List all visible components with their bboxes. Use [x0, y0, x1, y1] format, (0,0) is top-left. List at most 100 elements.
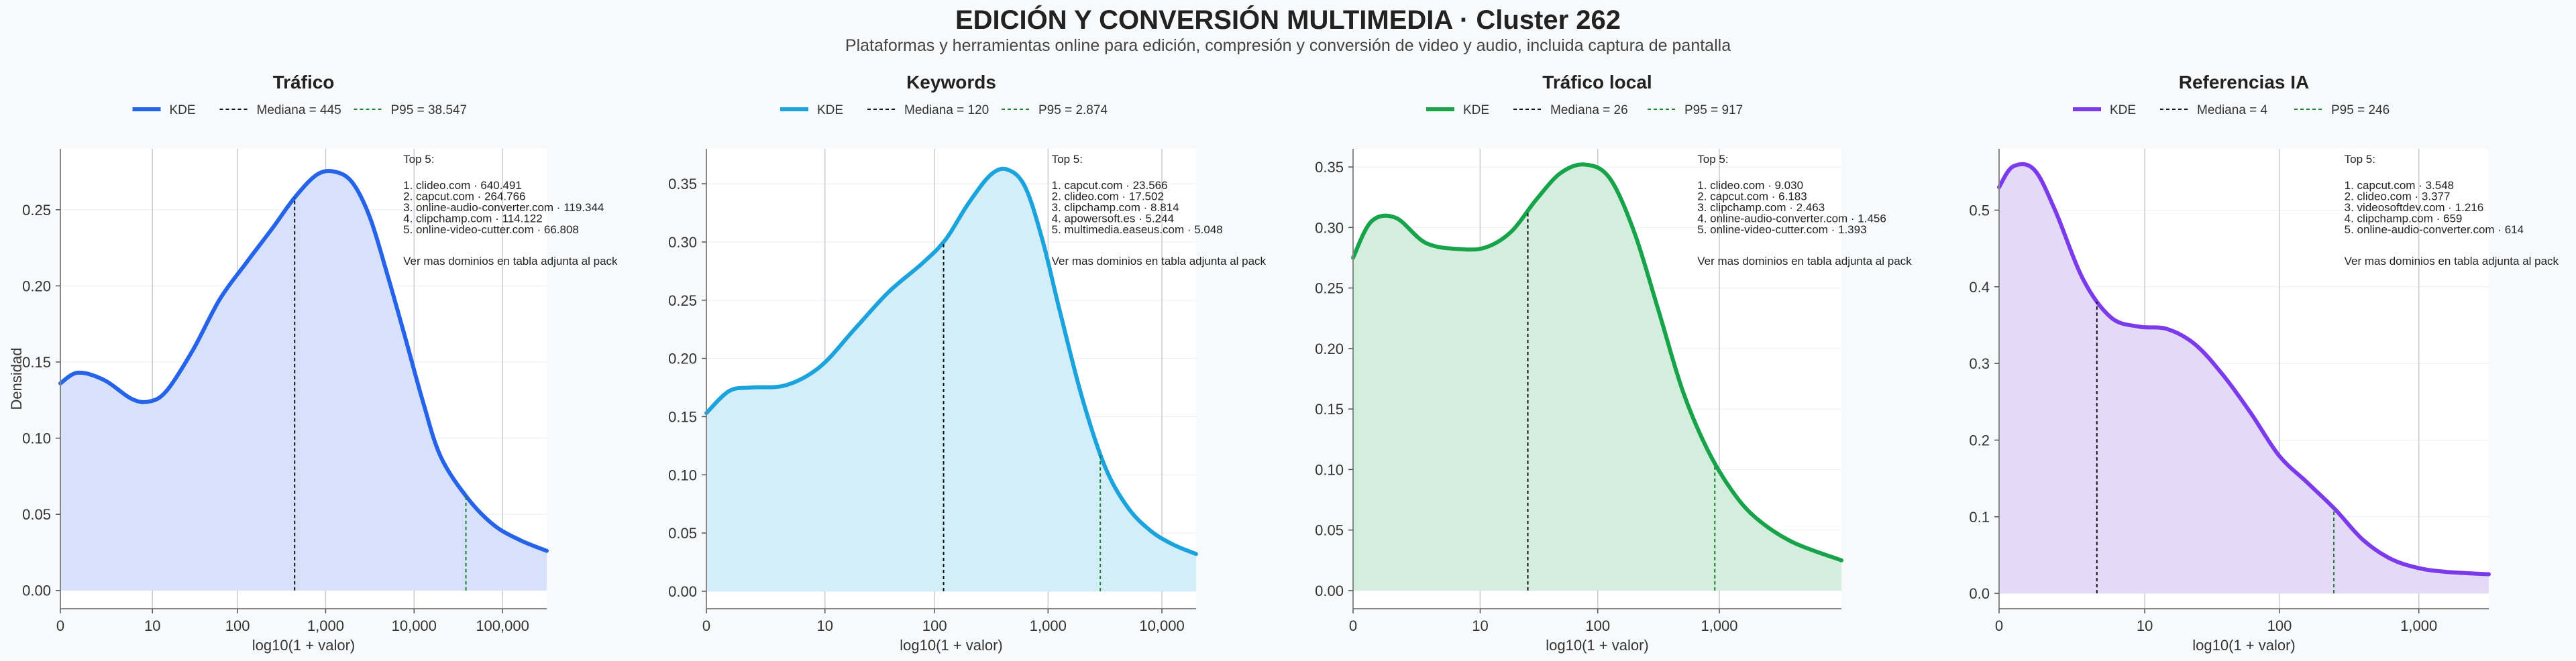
figure-title: EDICIÓN Y CONVERSIÓN MULTIMEDIA · Cluste… — [955, 5, 1621, 35]
legend-median-label: Mediana = 4 — [2197, 103, 2268, 117]
top5-item: 1. capcut.com · 3.548 — [2345, 179, 2454, 192]
top5-heading: Top 5: — [1052, 153, 1083, 166]
subplot-title: Tráfico — [273, 72, 335, 93]
x-tick-label: 10 — [2137, 617, 2153, 634]
top5-item: 2. capcut.com · 264.766 — [403, 190, 525, 203]
x-tick-label: 1,000 — [307, 617, 344, 634]
legend: KDE Mediana = 445 P95 = 38.547 — [132, 103, 468, 117]
x-tick-label: 1,000 — [1030, 617, 1067, 634]
subplot-title: Keywords — [906, 72, 996, 93]
top5-item: 4. apowersoft.es · 5.244 — [1052, 213, 1174, 225]
kde-fill — [706, 168, 1196, 591]
x-axis-label: log10(1 + valor) — [1546, 637, 1648, 654]
kde-fill — [1353, 164, 1841, 591]
x-tick-label: 10 — [144, 617, 160, 634]
top5-heading: Top 5: — [1697, 153, 1728, 166]
top5-item: 5. online-video-cutter.com · 66.808 — [403, 223, 579, 236]
legend-kde-label: KDE — [1463, 103, 1489, 117]
x-tick-label: 0 — [702, 617, 710, 634]
y-tick-label: 0.25 — [668, 292, 697, 309]
x-tick-label: 100 — [2267, 617, 2292, 634]
top5-item: 5. online-video-cutter.com · 1.393 — [1697, 223, 1866, 236]
y-tick-label: 0.3 — [1969, 355, 1990, 372]
kde-curve — [1351, 162, 1843, 562]
legend-p95-label: P95 = 38.547 — [391, 103, 468, 117]
legend-kde-label: KDE — [170, 103, 196, 117]
x-tick-label: 100 — [1585, 617, 1610, 634]
x-tick-label: 1,000 — [1701, 617, 1737, 634]
top5-heading: Top 5: — [2345, 153, 2375, 166]
kde-fill — [1999, 164, 2489, 594]
x-axis-label: log10(1 + valor) — [900, 637, 1002, 654]
y-tick-label: 0.35 — [668, 176, 697, 192]
x-tick-label: 10,000 — [1139, 617, 1184, 634]
kde-curve — [704, 166, 1198, 556]
top5-item: 1. clideo.com · 640.491 — [403, 179, 522, 192]
panel-2: 0.00 0.05 0.10 0.15 0.20 0.25 0.30 0.35 0 10 100 1,… — [668, 72, 1266, 654]
top5-item: 4. clipchamp.com · 114.122 — [403, 213, 543, 225]
legend-kde-label: KDE — [817, 103, 843, 117]
x-tick-label: 100 — [225, 617, 250, 634]
y-tick-label: 0.05 — [22, 506, 51, 523]
top5-item: 2. clideo.com · 17.502 — [1052, 190, 1164, 203]
top5-item: 5. multimedia.easeus.com · 5.048 — [1052, 223, 1223, 236]
top5-item: 2. clideo.com · 3.377 — [2345, 190, 2451, 203]
x-tick-label: 100 — [922, 617, 947, 634]
top5-item: 1. capcut.com · 23.566 — [1052, 179, 1168, 192]
figure-subtitle: Plataformas y herramientas online para e… — [845, 36, 1731, 55]
panel-1: 0.00 0.05 0.10 0.15 0.20 0.25 0 10 100 1,000 10,00… — [22, 72, 618, 654]
legend-p95-label: P95 = 917 — [1684, 103, 1743, 117]
top5-note: Ver mas dominios en tabla adjunta al pac… — [403, 255, 618, 267]
y-tick-label: 0.15 — [22, 354, 51, 371]
y-tick-label: 0.00 — [668, 583, 697, 600]
legend: KDE Mediana = 26 P95 = 917 — [1426, 103, 1743, 117]
y-tick-label: 0.20 — [668, 351, 697, 367]
y-tick-label: 0.15 — [1315, 401, 1344, 418]
subplot-title: Tráfico local — [1542, 72, 1652, 93]
y-tick-label: 0.2 — [1969, 432, 1990, 448]
x-tick-label: 0 — [1995, 617, 2003, 634]
legend: KDE Mediana = 120 P95 = 2.874 — [780, 103, 1108, 117]
y-tick-label: 0.30 — [668, 234, 697, 251]
top5-item: 3. videosoftdev.com · 1.216 — [2345, 201, 2484, 214]
x-tick-label: 1,000 — [2400, 617, 2437, 634]
kde-curve — [58, 168, 549, 553]
y-tick-label: 0.25 — [22, 202, 51, 219]
top5-item: 3. clipchamp.com · 8.814 — [1052, 201, 1179, 214]
x-tick-label: 10,000 — [392, 617, 437, 634]
kde-curve — [1997, 162, 2491, 577]
top5-note: Ver mas dominios en tabla adjunta al pac… — [1052, 255, 1267, 267]
top5-note: Ver mas dominios en tabla adjunta al pac… — [2345, 255, 2559, 267]
legend-p95-label: P95 = 2.874 — [1038, 103, 1108, 117]
kde-fill — [60, 170, 547, 591]
legend-kde-label: KDE — [2110, 103, 2136, 117]
legend-p95-label: P95 = 246 — [2331, 103, 2390, 117]
y-tick-label: 0.20 — [1315, 341, 1344, 357]
panel-4: 0.0 0.1 0.2 0.3 0.4 0.5 0 10 100 1,000 log10(1 + v… — [1969, 72, 2559, 654]
top5-item: 1. clideo.com · 9.030 — [1697, 179, 1803, 192]
y-tick-label: 0.1 — [1969, 509, 1990, 526]
x-axis-label: log10(1 + valor) — [2192, 637, 2295, 654]
legend-median-label: Mediana = 120 — [904, 103, 989, 117]
legend: KDE Mediana = 4 P95 = 246 — [2073, 103, 2390, 117]
y-tick-label: 0.05 — [668, 525, 697, 542]
top5-note: Ver mas dominios en tabla adjunta al pac… — [1697, 255, 1912, 267]
y-tick-label: 0.35 — [1315, 159, 1344, 176]
top5-item: 4. clipchamp.com · 659 — [2345, 213, 2463, 225]
y-tick-label: 0.00 — [1315, 583, 1344, 599]
top5-heading: Top 5: — [403, 153, 434, 166]
y-tick-label: 0.5 — [1969, 202, 1990, 219]
legend-median-label: Mediana = 445 — [257, 103, 341, 117]
y-tick-label: 0.00 — [22, 583, 51, 599]
x-tick-label: 0 — [56, 617, 64, 634]
y-tick-label: 0.25 — [1315, 280, 1344, 297]
y-tick-label: 0.30 — [1315, 219, 1344, 236]
y-tick-label: 0.4 — [1969, 279, 1990, 296]
top5-item: 2. capcut.com · 6.183 — [1697, 190, 1807, 203]
y-tick-label: 0.10 — [1315, 461, 1344, 478]
